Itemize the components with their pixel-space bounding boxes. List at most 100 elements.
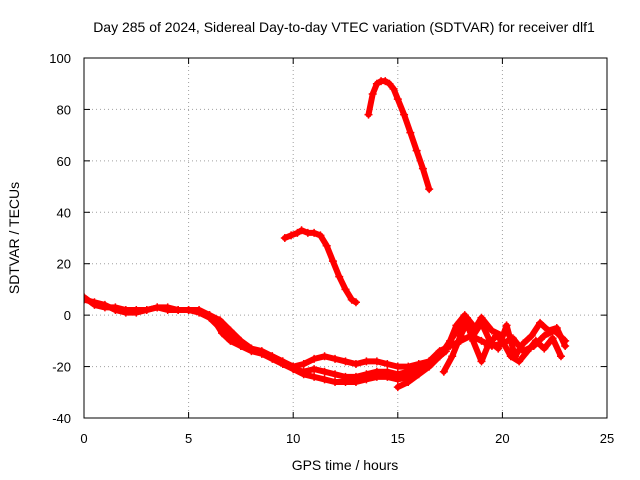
data-point <box>331 378 340 386</box>
data-point <box>498 336 507 345</box>
y-tick-label: -20 <box>52 360 71 375</box>
data-point <box>460 311 469 320</box>
data-point <box>393 375 402 384</box>
data-point <box>320 367 329 376</box>
data-point <box>310 372 319 381</box>
data-point <box>121 306 130 314</box>
data-point <box>561 342 570 350</box>
data-point <box>435 352 444 361</box>
data-point <box>515 357 524 366</box>
y-tick-label: 0 <box>64 308 71 323</box>
data-point <box>215 316 224 325</box>
data-point <box>406 128 415 137</box>
data-point <box>364 110 373 119</box>
x-tick-label: 20 <box>495 431 509 446</box>
data-point <box>418 164 427 173</box>
data-point <box>257 349 266 358</box>
data-point <box>236 336 245 345</box>
axis-ticks: 0 5 10 15 20 25 -40 -20 0 20 40 60 80 100 <box>49 51 614 446</box>
data-point <box>494 344 503 353</box>
data-point <box>347 295 356 304</box>
data-point <box>331 370 340 379</box>
data-point <box>389 84 398 93</box>
data-point <box>400 110 409 119</box>
series-track-6 <box>280 226 360 307</box>
data-point <box>320 375 329 384</box>
data-point <box>362 357 371 366</box>
data-point <box>425 185 434 194</box>
data-point <box>341 357 350 366</box>
data-point <box>385 79 394 88</box>
data-point <box>328 257 337 266</box>
data-point <box>483 342 492 350</box>
series-line <box>440 319 564 375</box>
data-point <box>540 344 549 353</box>
grid <box>84 58 607 418</box>
series-track-5 <box>439 318 565 376</box>
data-point <box>487 326 496 335</box>
data-point <box>341 285 350 294</box>
data-point <box>502 321 511 330</box>
data-point <box>383 360 392 368</box>
data-point <box>351 298 360 307</box>
data-point <box>289 365 298 374</box>
data-point <box>299 370 308 379</box>
data-point <box>452 321 461 330</box>
data-point <box>205 311 214 320</box>
data-point <box>372 79 381 88</box>
data-point <box>372 357 381 366</box>
data-point <box>215 324 224 332</box>
data-point <box>456 331 465 340</box>
data-point <box>556 352 565 361</box>
data-point <box>393 383 402 392</box>
data-point <box>477 336 486 345</box>
data-point <box>536 318 545 327</box>
data-point <box>226 334 235 343</box>
data-point <box>316 231 325 240</box>
data-point <box>540 331 549 340</box>
y-axis-label: SDTVAR / TECUs <box>6 182 22 294</box>
series-track-7 <box>364 77 434 194</box>
data-point <box>310 228 319 237</box>
data-point <box>351 360 360 368</box>
data-point <box>153 303 162 312</box>
x-tick-label: 15 <box>391 431 405 446</box>
data-point <box>341 378 350 386</box>
y-tick-label: 40 <box>57 205 71 220</box>
data-point <box>293 228 302 237</box>
series-track-1 <box>84 295 450 371</box>
x-tick-label: 25 <box>600 431 614 446</box>
data-point <box>544 326 553 335</box>
data-point <box>310 354 319 363</box>
data-point <box>84 293 88 302</box>
data-point <box>414 370 423 379</box>
data-point <box>531 336 540 345</box>
data-point <box>322 241 331 250</box>
data-point <box>552 324 561 332</box>
data-point <box>404 378 413 386</box>
data-point <box>469 336 478 345</box>
data-point <box>351 378 360 386</box>
data-point <box>527 331 536 340</box>
y-tick-label: 20 <box>57 257 71 272</box>
data-point <box>381 77 390 86</box>
data-point <box>477 357 486 366</box>
data-point <box>444 342 453 350</box>
data-point <box>425 362 434 371</box>
data-point <box>548 334 557 343</box>
data-point <box>477 318 486 327</box>
x-tick-label: 0 <box>80 431 87 446</box>
plot-frame <box>83 57 608 419</box>
data-point <box>195 308 204 317</box>
data-point <box>519 339 528 348</box>
data-point <box>412 146 421 155</box>
data-point <box>226 326 235 335</box>
data-point <box>268 354 277 363</box>
data-point <box>287 231 296 240</box>
data-point <box>132 306 141 314</box>
data-point <box>335 272 344 281</box>
data-point <box>362 375 371 384</box>
data-point <box>393 95 402 104</box>
data-point <box>174 306 183 314</box>
